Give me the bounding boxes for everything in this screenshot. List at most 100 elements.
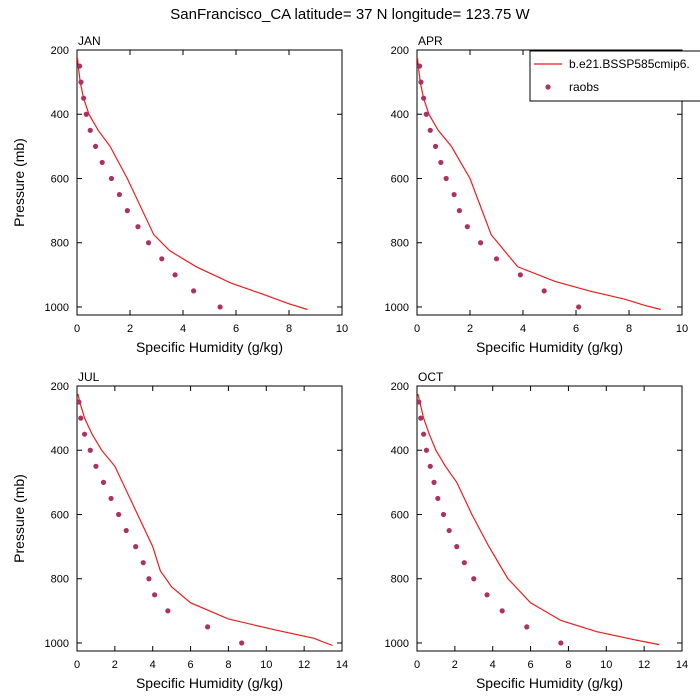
x-tick-label: 10 (260, 659, 272, 671)
y-tick-label: 600 (391, 509, 409, 521)
x-tick-label: 0 (74, 323, 80, 335)
y-tick-label: 200 (391, 381, 409, 393)
model-series-line (77, 393, 333, 647)
x-tick-label: 0 (74, 659, 80, 671)
raobs-point (191, 288, 197, 294)
y-tick-label: 800 (51, 238, 69, 250)
legend-obs-swatch (545, 84, 551, 90)
raobs-point (81, 431, 88, 437)
raobs-point (431, 479, 437, 485)
raobs-point (432, 143, 439, 149)
raobs-point (78, 79, 84, 85)
raobs-point (471, 576, 477, 582)
y-tick-label: 400 (51, 445, 69, 457)
y-tick-label: 600 (391, 173, 409, 185)
plot-area (417, 393, 660, 646)
raobs-point (159, 256, 165, 262)
raobs-point (78, 415, 84, 421)
raobs-point (116, 191, 122, 198)
raobs-point (421, 95, 427, 101)
raobs-point (87, 127, 93, 133)
panel-oct: 0 2 4 6 8 10 12 14 200 400 600 800 1000 OCT Specific H… (385, 370, 689, 691)
raobs-point (443, 175, 449, 182)
x-tick-label: 10 (676, 323, 688, 335)
x-tick-label: 4 (490, 659, 496, 671)
y-tick-label: 200 (51, 381, 69, 393)
raobs-point (83, 111, 89, 117)
raobs-point (493, 256, 500, 262)
y-tick-label: 600 (51, 173, 69, 185)
x-tick-label: 6 (233, 323, 239, 335)
x-tick-label: 6 (188, 659, 194, 671)
raobs-point (418, 79, 424, 85)
x-tick-label: 12 (638, 659, 650, 671)
raobs-point (461, 560, 467, 566)
y-tick-label: 1000 (385, 302, 409, 314)
raobs-point (440, 511, 447, 518)
legend-obs-label: raobs (569, 80, 599, 94)
raobs-point (116, 511, 122, 518)
x-tick-label: 14 (336, 659, 348, 671)
raobs-point (239, 640, 245, 646)
raobs-point (418, 415, 424, 421)
panel-label: OCT (418, 370, 444, 384)
x-tick-label: 0 (414, 323, 420, 335)
y-tick-label: 400 (391, 445, 409, 457)
y-axis-label: Pressure (mb) (11, 138, 27, 227)
x-axis-label: Specific Humidity (g/kg) (136, 675, 283, 691)
raobs-point (435, 495, 441, 502)
panel-jan: 0 2 4 6 8 10 200 400 600 800 1000 JAN Specific Humid… (11, 34, 348, 355)
y-tick-label: 800 (391, 238, 409, 250)
raobs-point (454, 544, 460, 550)
raobs-point (541, 288, 547, 294)
raobs-point (135, 224, 141, 230)
x-tick-label: 2 (127, 323, 133, 335)
plot-frame (76, 385, 343, 652)
raobs-point (133, 544, 139, 550)
raobs-point (87, 447, 93, 453)
raobs-point (140, 560, 146, 566)
raobs-point (417, 399, 422, 405)
raobs-point (108, 495, 114, 502)
x-tick-label: 14 (676, 659, 688, 671)
raobs-point (456, 208, 462, 214)
raobs-point (77, 399, 82, 405)
raobs-point (499, 608, 505, 614)
x-tick-label: 10 (600, 659, 612, 671)
raobs-point (517, 272, 523, 278)
x-axis-label: Specific Humidity (g/kg) (476, 675, 623, 691)
raobs-point (427, 463, 433, 469)
x-tick-label: 6 (528, 659, 534, 671)
y-tick-label: 1000 (45, 638, 69, 650)
plot-area (77, 393, 333, 647)
plot-area (77, 57, 308, 311)
raobs-point (423, 111, 429, 117)
x-tick-label: 6 (573, 323, 579, 335)
y-tick-label: 800 (51, 574, 69, 586)
raobs-point (124, 208, 130, 214)
raobs-point (446, 527, 452, 534)
raobs-point (99, 159, 105, 166)
model-series-line (417, 393, 660, 646)
plot-frame (416, 49, 683, 316)
legend-model-label: b.e21.BSSP585cmip6. (569, 57, 690, 71)
raobs-point (145, 240, 152, 246)
raobs-point (123, 527, 129, 534)
figure-title: SanFrancisco_CA latitude= 37 N longitude… (170, 6, 530, 23)
raobs-point (427, 127, 433, 133)
raobs-point (100, 479, 107, 485)
legend-box (529, 50, 700, 102)
raobs-point (217, 304, 223, 310)
raobs-point (451, 191, 457, 198)
x-tick-label: 8 (225, 659, 231, 671)
x-axis-label: Specific Humidity (g/kg) (476, 339, 623, 355)
raobs-point (81, 95, 87, 101)
x-tick-label: 12 (298, 659, 310, 671)
x-axis-label: Specific Humidity (g/kg) (136, 339, 283, 355)
y-tick-label: 400 (51, 109, 69, 121)
raobs-point (172, 272, 178, 278)
y-axis-label: Pressure (mb) (11, 474, 27, 563)
raobs-point (464, 224, 470, 230)
